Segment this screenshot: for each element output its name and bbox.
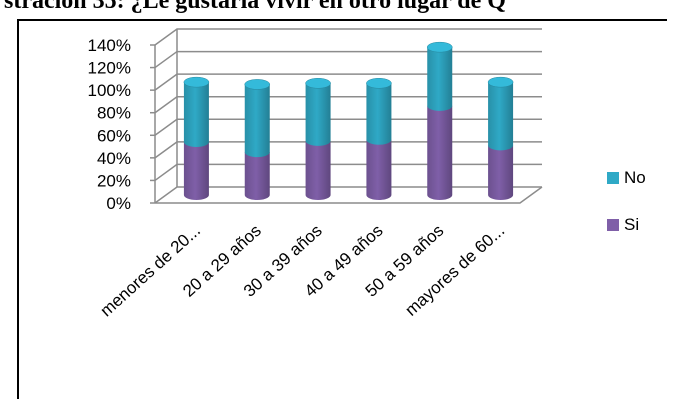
bar-no-segment <box>183 76 210 147</box>
legend-swatch <box>607 219 619 231</box>
bar-si-segment <box>305 140 331 200</box>
gridline <box>154 186 542 204</box>
gridline <box>154 118 542 136</box>
gridline <box>154 95 542 114</box>
y-tick-label: 80% <box>97 104 131 123</box>
y-tick-label: 20% <box>97 171 131 190</box>
bar-si-segment <box>183 141 209 200</box>
floor-edge <box>155 186 543 204</box>
y-tick-label: 60% <box>97 126 131 145</box>
y-tick-label: 0% <box>106 194 131 213</box>
legend: No Si <box>607 168 646 234</box>
y-tick-label: 120% <box>88 59 131 78</box>
bar-no-segment <box>244 79 270 158</box>
bar-no-segment <box>305 78 331 146</box>
legend-item-no: No <box>607 168 646 187</box>
bar-no-segment <box>427 41 453 111</box>
x-category-label: menores de 20... <box>97 221 205 320</box>
legend-label: No <box>624 168 646 187</box>
bar-layer <box>183 41 514 200</box>
legend-label: Si <box>624 215 639 234</box>
gridline <box>154 163 542 182</box>
bar-si-segment <box>244 152 270 200</box>
bar-si-segment <box>488 145 514 200</box>
bar-si-segment <box>427 105 453 200</box>
bar-si-segment <box>366 139 392 200</box>
bar-no-segment <box>487 76 514 151</box>
gridline <box>154 50 542 69</box>
grid-layer <box>150 28 543 204</box>
y-tick-label: 140% <box>88 36 131 55</box>
bar-no-segment <box>366 78 392 145</box>
gridline <box>154 141 542 159</box>
y-tick-label: 40% <box>97 149 131 168</box>
legend-item-si: Si <box>607 215 639 234</box>
legend-swatch <box>607 172 619 184</box>
gridline <box>154 73 542 91</box>
chart-frame <box>17 19 667 399</box>
y-tick-label: 100% <box>88 81 131 100</box>
figure-caption: stración 35: ¿Le gustaría vivir en otro … <box>4 0 506 14</box>
gridline <box>154 28 542 46</box>
